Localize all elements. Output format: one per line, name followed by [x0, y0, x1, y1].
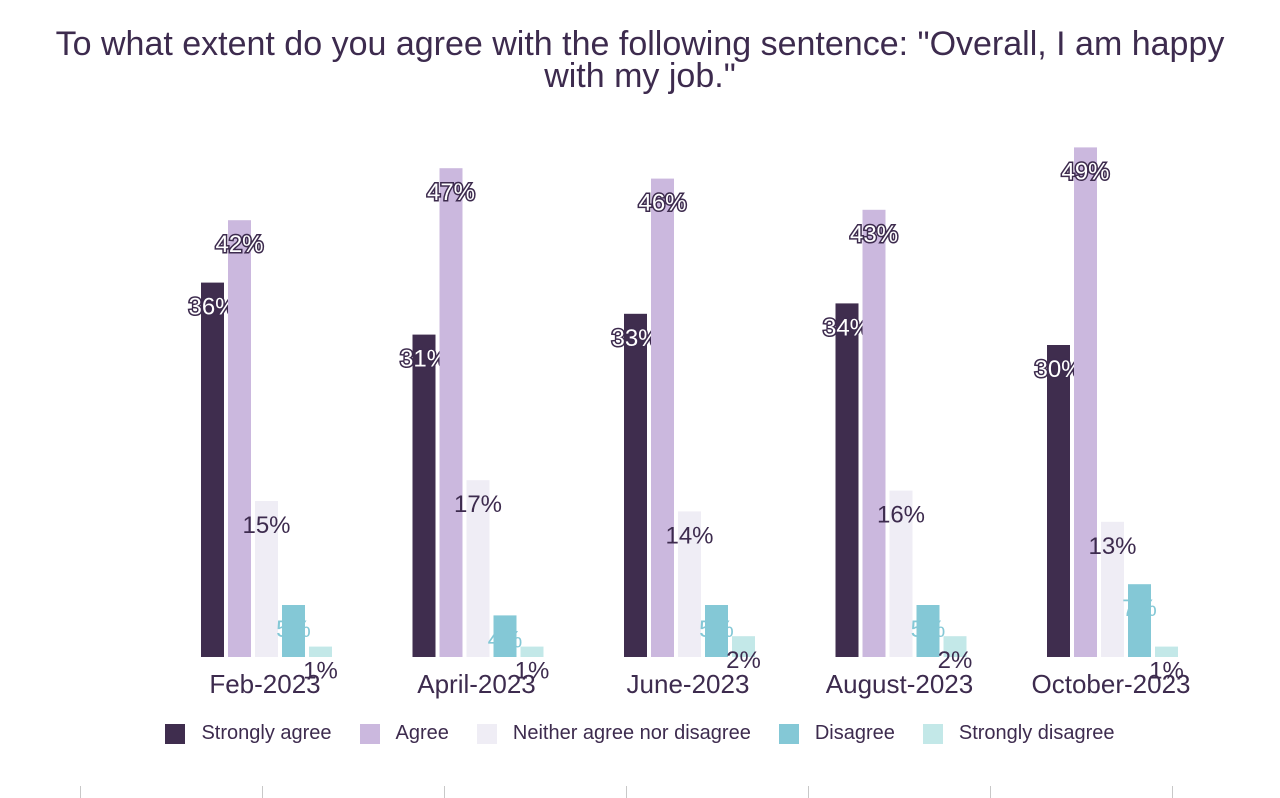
data-label-agree-june-2023: 46% — [638, 190, 686, 217]
data-label-disagree-june-2023: 5% — [699, 616, 734, 643]
data-label-disagree-october-2023: 7% — [1122, 595, 1157, 622]
chart-legend: Strongly agree Agree Neither agree nor d… — [0, 722, 1280, 745]
legend-swatch-disagree — [778, 723, 799, 744]
legend-item-disagree: Disagree — [778, 722, 895, 745]
data-label-agree-october-2023: 49% — [1061, 158, 1109, 185]
data-label-agree-feb-2023: 42% — [215, 231, 263, 258]
legend-label-disagree: Disagree — [814, 722, 895, 744]
legend-swatch-strongly-agree — [165, 723, 186, 744]
data-label-disagree-april-2023: 4% — [488, 626, 523, 653]
x-tick-label-june-2023: June-2023 — [627, 669, 750, 699]
footer-tick — [262, 786, 263, 798]
legend-swatch-neither — [476, 723, 497, 744]
legend-label-agree: Agree — [395, 722, 449, 744]
bar-disagree-october-2023 — [1128, 584, 1151, 657]
data-label-disagree-feb-2023: 5% — [276, 616, 311, 643]
bar-chart: 36%42%15%5%1%Feb-202331%47%17%4%1%April-… — [187, 147, 1191, 699]
footer-tick — [808, 786, 809, 798]
bar-neither-agree-nor-disagree-october-2023 — [1101, 521, 1124, 657]
bar-strongly-agree-october-2023 — [1047, 345, 1070, 657]
bar-neither-agree-nor-disagree-august-2023 — [889, 490, 913, 657]
footer-tick — [444, 786, 445, 798]
bar-agree-feb-2023 — [228, 220, 251, 657]
footer-tick — [990, 786, 991, 798]
bar-neither-agree-nor-disagree-feb-2023 — [255, 501, 278, 657]
chart-title-line-1: To what extent do you agree with the fol… — [55, 25, 1225, 63]
data-label-strongly-disagree-april-2023: 1% — [515, 658, 550, 685]
data-label-neither-agree-nor-disagree-october-2023: 13% — [1088, 533, 1136, 560]
legend-label-strongly-disagree: Strongly disagree — [958, 722, 1115, 744]
bar-strongly-disagree-october-2023 — [1155, 646, 1178, 657]
chart-title-line-2: with my job." — [544, 57, 736, 95]
legend-item-strongly-disagree: Strongly disagree — [922, 722, 1115, 745]
data-label-strongly-disagree-june-2023: 2% — [726, 647, 761, 674]
data-label-neither-agree-nor-disagree-june-2023: 14% — [665, 522, 713, 549]
data-label-strongly-disagree-feb-2023: 1% — [303, 658, 338, 685]
chart-title: To what extent do you agree with the fol… — [0, 25, 1280, 95]
data-label-disagree-august-2023: 5% — [911, 616, 946, 643]
legend-swatch-agree — [359, 723, 380, 744]
data-label-strongly-disagree-october-2023: 1% — [1149, 658, 1184, 685]
bar-disagree-june-2023 — [705, 605, 728, 657]
bar-disagree-april-2023 — [493, 615, 517, 657]
bar-strongly-agree-june-2023 — [624, 313, 647, 657]
footer-tick-row — [0, 786, 1280, 798]
legend-item-agree: Agree — [359, 722, 449, 745]
data-label-agree-august-2023: 43% — [850, 221, 898, 248]
data-label-neither-agree-nor-disagree-august-2023: 16% — [877, 502, 925, 529]
bar-strongly-disagree-april-2023 — [520, 646, 544, 657]
bar-agree-june-2023 — [651, 178, 674, 657]
x-tick-label-april-2023: April-2023 — [417, 669, 536, 699]
legend-label-strongly-agree: Strongly agree — [201, 722, 332, 744]
bar-disagree-feb-2023 — [282, 605, 305, 657]
footer-tick — [80, 786, 81, 798]
bar-strongly-agree-feb-2023 — [201, 282, 224, 657]
legend-label-neither: Neither agree nor disagree — [512, 722, 751, 744]
bar-strongly-disagree-feb-2023 — [309, 646, 332, 657]
bar-disagree-august-2023 — [916, 605, 940, 657]
legend-item-neither: Neither agree nor disagree — [476, 722, 751, 745]
bar-strongly-agree-august-2023 — [835, 303, 859, 657]
data-label-strongly-disagree-august-2023: 2% — [938, 647, 973, 674]
data-label-agree-april-2023: 47% — [427, 179, 475, 206]
x-tick-label-august-2023: August-2023 — [826, 669, 973, 699]
footer-tick — [626, 786, 627, 798]
data-label-neither-agree-nor-disagree-april-2023: 17% — [454, 491, 502, 518]
legend-item-strongly-agree: Strongly agree — [165, 722, 332, 745]
bar-agree-october-2023 — [1074, 147, 1097, 657]
bar-strongly-disagree-june-2023 — [732, 636, 755, 657]
bar-neither-agree-nor-disagree-june-2023 — [678, 511, 701, 657]
bar-strongly-disagree-august-2023 — [943, 636, 967, 657]
bar-neither-agree-nor-disagree-april-2023 — [466, 480, 490, 657]
x-tick-label-october-2023: October-2023 — [1032, 669, 1191, 699]
legend-swatch-strongly-disagree — [922, 723, 943, 744]
data-label-neither-agree-nor-disagree-feb-2023: 15% — [242, 512, 290, 539]
bar-strongly-agree-april-2023 — [412, 334, 436, 657]
bar-agree-august-2023 — [862, 209, 886, 658]
x-tick-label-feb-2023: Feb-2023 — [209, 669, 320, 699]
footer-tick — [1172, 786, 1173, 798]
bar-agree-april-2023 — [439, 168, 463, 657]
